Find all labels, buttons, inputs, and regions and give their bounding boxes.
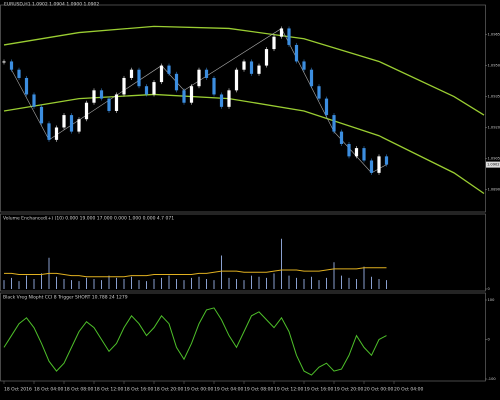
candle	[9, 61, 14, 70]
candle	[129, 69, 134, 78]
candle	[189, 86, 194, 103]
candle	[339, 131, 344, 144]
candle	[249, 61, 254, 74]
candle	[159, 65, 164, 83]
x-tick-label: 18 Oct 04:00	[34, 387, 63, 393]
candle	[384, 156, 389, 165]
x-tick-label: 18 Oct 08:00	[64, 387, 93, 393]
candle	[197, 69, 201, 87]
candle	[317, 86, 321, 99]
x-tick-label: 20 Oct 04:00	[394, 387, 423, 393]
symbol-title: EURUSD,H1 1.0902 1.0904 1.0900 1.0902	[4, 2, 99, 8]
candle	[227, 90, 231, 107]
candle	[257, 65, 261, 74]
candle	[272, 36, 276, 50]
candle	[369, 160, 374, 173]
candle	[62, 115, 66, 128]
candle	[77, 119, 81, 132]
x-tick-label: 19 Oct 12:00	[274, 387, 303, 393]
x-tick-label: 19 Oct 08:00	[244, 387, 273, 393]
y-tick-label: 0	[488, 338, 491, 342]
y-tick-label: 1.0890	[488, 187, 500, 191]
price-label-box	[486, 161, 500, 168]
y-tick-label: 1.0965	[488, 33, 500, 37]
candle	[47, 123, 51, 140]
panel-label: Black Vreg Nlopht CCI 8 Trigger SHORT 10…	[3, 295, 128, 301]
candle	[219, 94, 224, 107]
y-tick-label: 0	[488, 287, 491, 291]
candle	[137, 69, 141, 87]
candle	[39, 106, 44, 124]
candle	[204, 69, 209, 78]
candle	[174, 73, 179, 91]
y-tick-label: 1.0935	[488, 95, 500, 99]
price-panel	[0, 4, 486, 213]
upper-channel	[3, 25, 485, 116]
candle	[144, 86, 149, 95]
oscillator-line	[3, 307, 387, 376]
candle	[354, 148, 359, 157]
candle	[152, 82, 156, 95]
x-tick-label: 19 Oct 16:00	[304, 387, 333, 393]
x-tick-label: 20 Oct 00:00	[364, 387, 393, 393]
y-tick-label: 1.0920	[488, 125, 500, 129]
x-tick-label: 18 Oct 20:00	[154, 387, 183, 393]
candle	[347, 143, 351, 157]
candle	[264, 49, 269, 66]
y-tick-label: 1.0905	[488, 156, 500, 160]
candle	[92, 90, 96, 103]
candle	[69, 115, 74, 132]
candle	[302, 61, 306, 70]
x-tick-label: 19 Oct 20:00	[334, 387, 363, 393]
y-tick-label: -100	[488, 377, 497, 381]
candle	[287, 28, 291, 45]
oscillator-panel	[0, 292, 486, 382]
candle	[17, 69, 21, 78]
candle	[332, 115, 336, 132]
candle	[84, 102, 89, 120]
candle	[107, 98, 111, 111]
x-tick-label: 18 Oct 2016	[4, 387, 32, 393]
candle	[212, 77, 216, 95]
candle	[294, 44, 299, 62]
candle	[182, 90, 186, 103]
candle	[24, 77, 29, 95]
panel-label: Volume Enchanced(+) (10) 0.000 19.000 17…	[3, 216, 174, 222]
y-tick-label: 1.0950	[488, 64, 500, 68]
candle	[242, 61, 246, 70]
x-tick-label: 18 Oct 12:00	[94, 387, 123, 393]
candle	[234, 69, 239, 91]
candle	[362, 148, 366, 161]
x-tick-label: 19 Oct 04:00	[214, 387, 243, 393]
candle	[279, 28, 284, 37]
candle	[114, 94, 119, 111]
candle	[2, 61, 6, 63]
x-tick-label: 19 Oct 00:00	[184, 387, 213, 393]
y-tick-label: 100	[488, 298, 496, 302]
candle	[324, 98, 329, 116]
zigzag	[11, 28, 387, 174]
volume-ma	[4, 267, 387, 278]
lower-channel	[3, 93, 485, 195]
candle	[54, 127, 59, 140]
candle	[32, 94, 36, 107]
candle	[377, 156, 381, 173]
candle	[99, 90, 104, 99]
candle	[122, 77, 126, 95]
volume-panel	[0, 213, 486, 292]
candle	[167, 65, 171, 74]
x-tick-label: 18 Oct 16:00	[124, 387, 153, 393]
price-label: 1.0902	[487, 163, 500, 167]
candle	[309, 69, 314, 87]
